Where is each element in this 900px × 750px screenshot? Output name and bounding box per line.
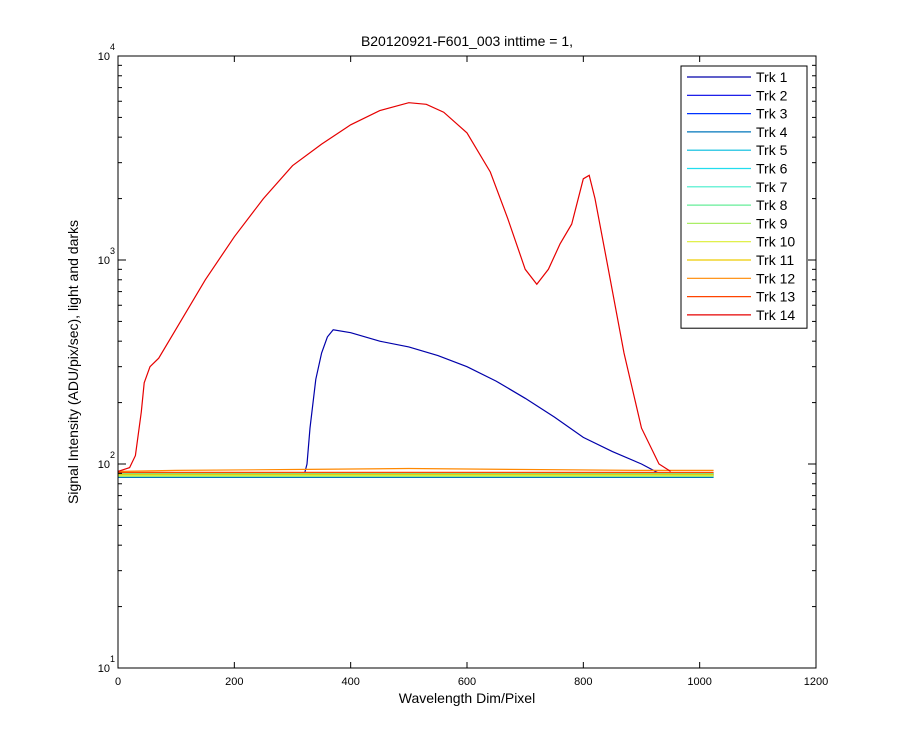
y-tick-label-base: 10 [98,255,110,267]
series-layer [117,102,714,478]
y-tick-label-exponent: 4 [110,42,115,52]
x-tick-label: 800 [574,676,592,688]
legend-label: Trk 13 [756,289,795,305]
legend: Trk 1 Trk 2 Trk 3 Trk 4 Trk 5 Trk 6 Trk 7 Trk 8… [680,65,808,329]
series-line-trk-1 [118,329,714,476]
y-tick-label-exponent: 3 [110,246,115,256]
legend-label: Trk 3 [756,106,788,122]
legend-label: Trk 12 [756,270,795,286]
y-tick-label-exponent: 2 [110,450,115,460]
y-tick-label-base: 10 [98,663,110,675]
legend-label: Trk 5 [756,142,788,158]
legend-label: Trk 8 [756,197,788,213]
legend-label: Trk 11 [756,252,794,268]
y-tick-label-exponent: 1 [110,654,115,664]
legend-box [680,65,808,329]
x-tick-label: 1000 [687,676,711,688]
legend-label: Trk 6 [756,161,788,177]
legend-label: Trk 2 [756,87,788,103]
x-tick-label: 1200 [804,676,828,688]
legend-label: Trk 7 [756,179,788,195]
y-tick-label-base: 10 [98,459,110,471]
legend-label: Trk 9 [756,215,788,231]
x-tick-label: 200 [225,676,243,688]
y-axis-label: Signal Intensity (ADU/pix/sec), light an… [65,220,81,504]
x-tick-label: 600 [458,676,476,688]
chart-title: B20120921-F601_003 inttime = 1, [361,33,573,49]
x-tick-label: 400 [341,676,359,688]
y-tick-label-base: 10 [98,51,110,63]
x-axis-label: Wavelength Dim/Pixel [399,690,535,706]
series-line-trk-12 [117,467,714,472]
x-tick-label: 0 [115,676,121,688]
legend-label: Trk 14 [756,307,795,323]
legend-label: Trk 4 [756,124,788,140]
legend-label: Trk 10 [756,234,795,250]
series-line-trk-14 [117,102,671,472]
x-axis: 0 200 400 600 800 1000 1200 [115,56,828,688]
legend-label: Trk 1 [756,69,788,85]
